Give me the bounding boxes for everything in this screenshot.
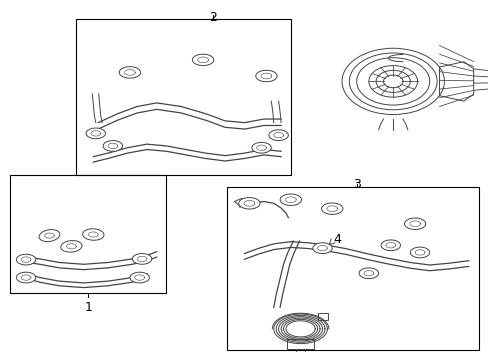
Polygon shape xyxy=(17,272,36,283)
Text: 2: 2 xyxy=(208,12,216,24)
Polygon shape xyxy=(119,67,141,78)
Bar xyxy=(76,19,290,175)
Polygon shape xyxy=(17,254,36,265)
Polygon shape xyxy=(268,130,288,140)
Bar xyxy=(286,338,314,348)
Text: 3: 3 xyxy=(352,178,360,191)
Bar xyxy=(317,314,328,320)
Text: 1: 1 xyxy=(84,301,92,314)
Polygon shape xyxy=(404,218,425,229)
Polygon shape xyxy=(280,194,301,206)
Polygon shape xyxy=(238,198,260,209)
Polygon shape xyxy=(103,140,122,151)
Text: 4: 4 xyxy=(332,233,341,246)
Polygon shape xyxy=(255,70,277,82)
Polygon shape xyxy=(312,243,331,253)
Polygon shape xyxy=(321,203,342,215)
Bar xyxy=(10,175,166,293)
Polygon shape xyxy=(61,240,82,252)
Polygon shape xyxy=(409,247,429,258)
Polygon shape xyxy=(359,268,378,279)
Polygon shape xyxy=(86,128,105,139)
Polygon shape xyxy=(251,142,271,153)
Polygon shape xyxy=(130,272,149,283)
Bar xyxy=(227,187,478,350)
Polygon shape xyxy=(380,240,400,251)
Polygon shape xyxy=(82,229,104,240)
Polygon shape xyxy=(132,253,152,264)
Polygon shape xyxy=(39,230,60,242)
Polygon shape xyxy=(192,54,213,66)
